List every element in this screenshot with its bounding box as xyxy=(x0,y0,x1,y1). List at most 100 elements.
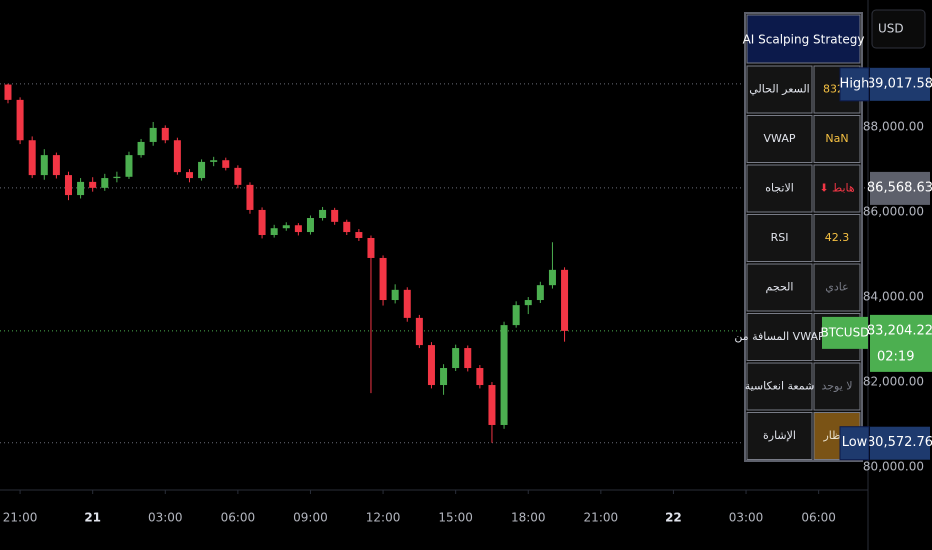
table-value-cell xyxy=(813,115,861,163)
table-label: RSI xyxy=(771,231,789,244)
candle-body xyxy=(476,368,484,386)
table-label-cell xyxy=(746,115,813,163)
table-label: الإشارة xyxy=(763,429,796,442)
symbol-badge xyxy=(822,316,868,349)
currency-button[interactable] xyxy=(871,9,926,49)
price-badge-value: 89,017.58 xyxy=(867,76,932,91)
candle-body xyxy=(548,269,556,286)
y-tick-label: 86,000.00 xyxy=(863,205,924,219)
table-label-cell xyxy=(746,164,813,213)
table-value: NaN xyxy=(825,132,848,145)
price-badge-tag xyxy=(839,67,870,102)
x-tick-label: 15:00 xyxy=(438,511,473,525)
table-title: AI Scalping Strategy xyxy=(743,33,865,47)
candle-body xyxy=(246,184,254,210)
candle-body xyxy=(427,345,435,386)
table-label-cell xyxy=(746,362,813,411)
candle-body xyxy=(40,155,48,176)
candle-body xyxy=(452,348,460,369)
candle-body xyxy=(64,175,72,196)
candle-body xyxy=(28,140,36,176)
candle-body xyxy=(524,300,532,306)
price-badge xyxy=(870,314,932,372)
candle-body xyxy=(89,181,97,188)
table-label: السعر الحالي xyxy=(749,83,809,96)
candle-body xyxy=(343,221,351,233)
table-value-cell xyxy=(813,214,861,262)
candle-body xyxy=(198,161,206,179)
candle-body xyxy=(137,141,145,156)
x-tick-label: 18:00 xyxy=(511,511,546,525)
price-badge xyxy=(870,67,930,101)
y-tick-label: 80,000.00 xyxy=(863,460,924,474)
candle-body xyxy=(234,167,242,185)
candle-body xyxy=(173,140,181,173)
x-tick-label: 12:00 xyxy=(366,511,401,525)
candle-body xyxy=(16,99,24,141)
symbol-label: BTCUSD xyxy=(821,325,870,339)
price-badge-name: Low xyxy=(842,435,868,450)
table-value-cell xyxy=(813,362,861,411)
candle-body xyxy=(391,289,399,301)
table-label-cell xyxy=(746,65,813,114)
table-label-cell xyxy=(746,412,813,460)
table-value: 42.3 xyxy=(825,231,850,244)
price-countdown: 02:19 xyxy=(877,349,914,364)
candle-body xyxy=(282,225,290,229)
candle-body xyxy=(270,228,278,236)
candle-body xyxy=(367,237,375,258)
table-label: VWAP xyxy=(764,132,796,145)
price-badge-value: 80,572.76 xyxy=(867,435,932,450)
table-label: الاتجاه xyxy=(765,182,794,195)
currency-label: USD xyxy=(878,22,904,36)
price-badge-value: 83,204.22 xyxy=(867,323,932,338)
table-label: المسافة من VWAP xyxy=(734,330,825,343)
table-value: ⬇ هابط xyxy=(819,182,855,195)
candle-body xyxy=(113,176,121,179)
x-tick-label: 06:00 xyxy=(221,511,256,525)
table-value: عادي xyxy=(825,281,848,294)
candle-body xyxy=(331,209,339,222)
candle-body xyxy=(403,289,411,318)
candle-body xyxy=(149,127,157,142)
candle-body xyxy=(125,155,133,177)
candle-body xyxy=(101,178,109,188)
table-label-cell xyxy=(746,214,813,262)
table-label-cell xyxy=(746,313,813,361)
x-tick-label: 21:00 xyxy=(3,511,38,525)
table-label: الحجم xyxy=(766,281,794,294)
table-header xyxy=(746,14,861,64)
candle-body xyxy=(294,225,302,233)
x-tick-label: 09:00 xyxy=(293,511,328,525)
price-badge xyxy=(870,426,930,460)
candle-body xyxy=(258,209,266,236)
table-label-cell xyxy=(746,263,813,312)
candle-body xyxy=(512,305,520,326)
candle-body xyxy=(488,385,496,425)
x-tick-label: 06:00 xyxy=(801,511,836,525)
x-tick-label: 03:00 xyxy=(148,511,183,525)
candle-body xyxy=(185,172,193,179)
x-tick-label: 22 xyxy=(665,511,682,525)
price-badge-value: 86,568.63 xyxy=(867,180,932,195)
candle-body xyxy=(319,209,327,219)
candle-body xyxy=(561,269,569,331)
candle-body xyxy=(500,325,508,425)
x-tick-label: 21 xyxy=(84,511,101,525)
candle-body xyxy=(355,232,363,238)
table-value-cell xyxy=(813,263,861,312)
candle-body xyxy=(440,368,448,386)
price-badge xyxy=(870,171,930,205)
candle-body xyxy=(210,160,218,162)
table-value: لا يوجد xyxy=(821,380,852,393)
price-badge-name: High xyxy=(840,76,870,91)
price-badge-tag xyxy=(839,426,870,461)
candle-body xyxy=(52,155,60,176)
candle-body xyxy=(4,84,12,100)
candle-body xyxy=(464,348,472,369)
candle-body xyxy=(222,160,230,168)
candle-body xyxy=(306,218,314,233)
candle-body xyxy=(536,285,544,301)
candle-body xyxy=(77,181,85,196)
